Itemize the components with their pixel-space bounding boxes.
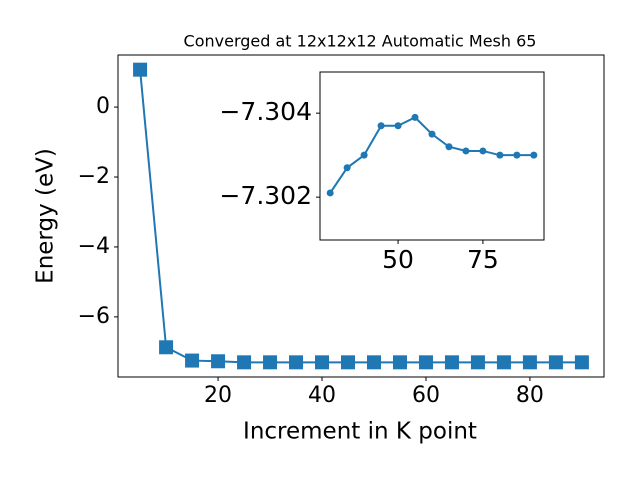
marker xyxy=(159,340,174,355)
marker xyxy=(462,147,470,155)
marker xyxy=(377,122,385,130)
x-tick-label: 60 xyxy=(412,383,440,408)
marker xyxy=(366,355,381,370)
x-axis-label: Increment in K point xyxy=(243,419,477,445)
x-tick-label: 75 xyxy=(467,245,499,274)
y-axis-label: Energy (eV) xyxy=(33,148,59,284)
marker xyxy=(411,113,419,121)
x-tick-label: 40 xyxy=(308,383,336,408)
y-tick-label: −7.304 xyxy=(219,97,312,126)
marker xyxy=(289,355,304,370)
marker xyxy=(496,151,504,159)
y-tick-label: −6 xyxy=(78,304,110,329)
marker xyxy=(445,143,453,151)
plot-frame xyxy=(117,54,605,378)
marker xyxy=(343,164,351,172)
y-tick-label: −4 xyxy=(78,234,110,259)
marker xyxy=(548,355,563,370)
marker xyxy=(574,355,589,370)
marker xyxy=(418,355,433,370)
marker xyxy=(211,354,226,369)
marker xyxy=(513,151,521,159)
marker xyxy=(479,147,487,155)
y-tick-label: 0 xyxy=(96,94,110,119)
plot-frame xyxy=(319,71,545,241)
marker xyxy=(133,62,148,77)
marker xyxy=(394,122,402,130)
y-tick-label: −2 xyxy=(78,164,110,189)
marker xyxy=(428,130,436,138)
marker xyxy=(341,355,356,370)
marker xyxy=(496,355,511,370)
marker xyxy=(185,353,200,368)
x-tick-label: 50 xyxy=(382,245,414,274)
marker xyxy=(237,355,252,370)
marker xyxy=(522,355,537,370)
marker xyxy=(444,355,459,370)
marker xyxy=(263,355,278,370)
marker xyxy=(360,151,368,159)
x-tick-label: 20 xyxy=(204,383,232,408)
chart-title: Converged at 12x12x12 Automatic Mesh 65 xyxy=(184,32,537,51)
marker xyxy=(392,355,407,370)
marker xyxy=(530,151,538,159)
y-tick-label: −7.302 xyxy=(219,181,312,210)
marker xyxy=(326,189,334,197)
x-tick-label: 80 xyxy=(516,383,544,408)
marker xyxy=(470,355,485,370)
marker xyxy=(315,355,330,370)
